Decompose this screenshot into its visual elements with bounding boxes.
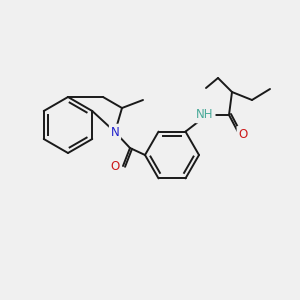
Text: O: O xyxy=(110,160,120,172)
Text: O: O xyxy=(238,128,247,140)
Text: NH: NH xyxy=(196,109,214,122)
Text: N: N xyxy=(111,125,119,139)
